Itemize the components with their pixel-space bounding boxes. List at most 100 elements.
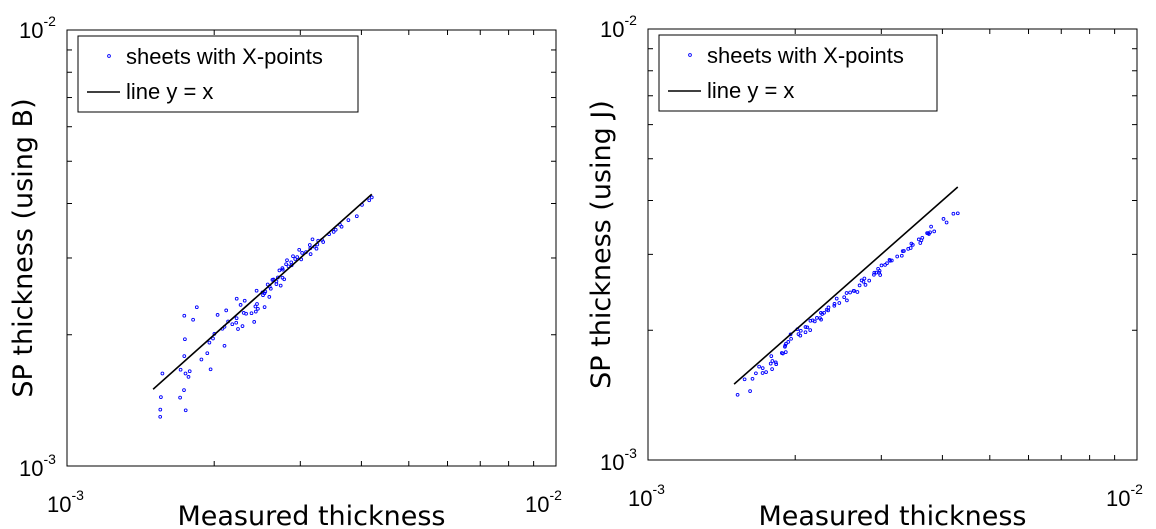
legend-marker	[688, 53, 692, 57]
data-point	[178, 395, 182, 400]
data-point	[268, 286, 273, 291]
data-point	[160, 371, 165, 376]
data-point	[255, 302, 259, 306]
data-point	[333, 227, 338, 232]
data-point	[760, 366, 765, 370]
legend-label-points: sheets with X-points	[707, 43, 904, 68]
data-point	[183, 371, 188, 376]
data-point	[769, 354, 774, 358]
y-tick-label-max-exponent: -2	[43, 13, 56, 29]
data-point	[803, 325, 808, 329]
data-point	[783, 343, 788, 348]
legend-label-line: line y = x	[126, 79, 213, 104]
data-point	[253, 304, 258, 309]
legend-label-line: line y = x	[707, 78, 794, 103]
data-point	[845, 298, 849, 303]
data-point	[208, 367, 213, 372]
data-point	[852, 289, 857, 293]
y-tick-label-max-exponent: -2	[624, 12, 637, 28]
data-point	[346, 218, 351, 222]
data-point	[354, 214, 359, 219]
data-point	[895, 254, 900, 259]
data-point	[222, 343, 227, 348]
data-point	[872, 270, 877, 275]
x-tick-label-min-exponent: -3	[71, 487, 84, 503]
data-point	[339, 224, 344, 229]
data-point	[194, 305, 199, 310]
data-point	[857, 283, 862, 288]
data-point	[182, 388, 186, 392]
scatter-series	[735, 211, 960, 397]
data-point	[837, 301, 842, 305]
data-point	[265, 282, 270, 287]
data-point	[812, 319, 817, 324]
data-point	[277, 268, 282, 273]
data-point	[855, 290, 860, 294]
x-axis-label: Measured thickness	[177, 501, 445, 529]
data-point	[300, 251, 304, 255]
data-point	[238, 303, 243, 307]
x-tick-label-min: 10-3	[628, 481, 665, 511]
x-tick-label-max: 10-2	[525, 487, 562, 517]
data-point	[832, 303, 837, 308]
data-point	[872, 272, 876, 277]
data-point	[826, 305, 831, 310]
data-point	[187, 369, 192, 374]
data-point	[929, 224, 933, 229]
data-point	[822, 310, 826, 315]
data-point	[805, 325, 810, 330]
data-point	[211, 336, 215, 341]
data-point	[888, 258, 892, 263]
legend-box	[658, 34, 938, 112]
data-point	[234, 316, 239, 321]
data-point	[788, 332, 793, 337]
data-point	[224, 308, 229, 313]
x-axis-label: Measured thickness	[758, 501, 1026, 529]
data-point	[284, 262, 288, 267]
data-point	[236, 327, 240, 331]
data-point	[757, 364, 761, 369]
data-point	[878, 273, 883, 277]
data-point	[842, 295, 847, 300]
data-point	[367, 198, 372, 203]
data-point	[249, 311, 254, 316]
x-tick-label-max: 10-2	[1106, 481, 1143, 511]
data-point	[832, 302, 837, 306]
data-point	[808, 328, 813, 332]
y-axis-label: SP thickness (using J)	[586, 100, 617, 389]
data-point	[786, 340, 791, 344]
data-point	[314, 246, 319, 251]
data-point	[230, 322, 235, 327]
data-point	[750, 376, 755, 381]
data-point	[183, 408, 188, 413]
legend: sheets with X-points line y = x	[77, 35, 359, 113]
data-point	[764, 370, 768, 374]
data-point	[955, 211, 960, 216]
minor-ticks	[67, 30, 556, 466]
data-point	[848, 290, 852, 295]
data-point	[941, 217, 946, 221]
y-tick-label-max: 10-2	[600, 12, 637, 42]
x-tick-label-max-exponent: -2	[549, 487, 562, 503]
data-point	[207, 340, 212, 345]
y-tick-label-min: 10-3	[600, 445, 637, 475]
y-tick-label-max: 10-2	[19, 13, 56, 43]
y-axis-label: SP thickness (using B)	[8, 98, 39, 397]
data-point	[889, 258, 894, 263]
data-point	[297, 247, 302, 252]
legend: sheets with X-points line y = x	[658, 34, 938, 112]
data-point	[369, 195, 374, 200]
y-tick-label-max-mantissa: 10	[19, 18, 43, 43]
x-tick-label-min-mantissa: 10	[628, 486, 652, 511]
x-tick-label-max-mantissa: 10	[1106, 486, 1130, 511]
data-point	[944, 220, 949, 225]
data-point	[158, 414, 163, 419]
data-point	[834, 296, 839, 301]
y-tick-label-min: 10-3	[19, 451, 56, 481]
data-point	[199, 357, 204, 362]
data-point	[877, 269, 882, 273]
legend-marker	[107, 54, 111, 58]
data-point	[295, 255, 300, 259]
